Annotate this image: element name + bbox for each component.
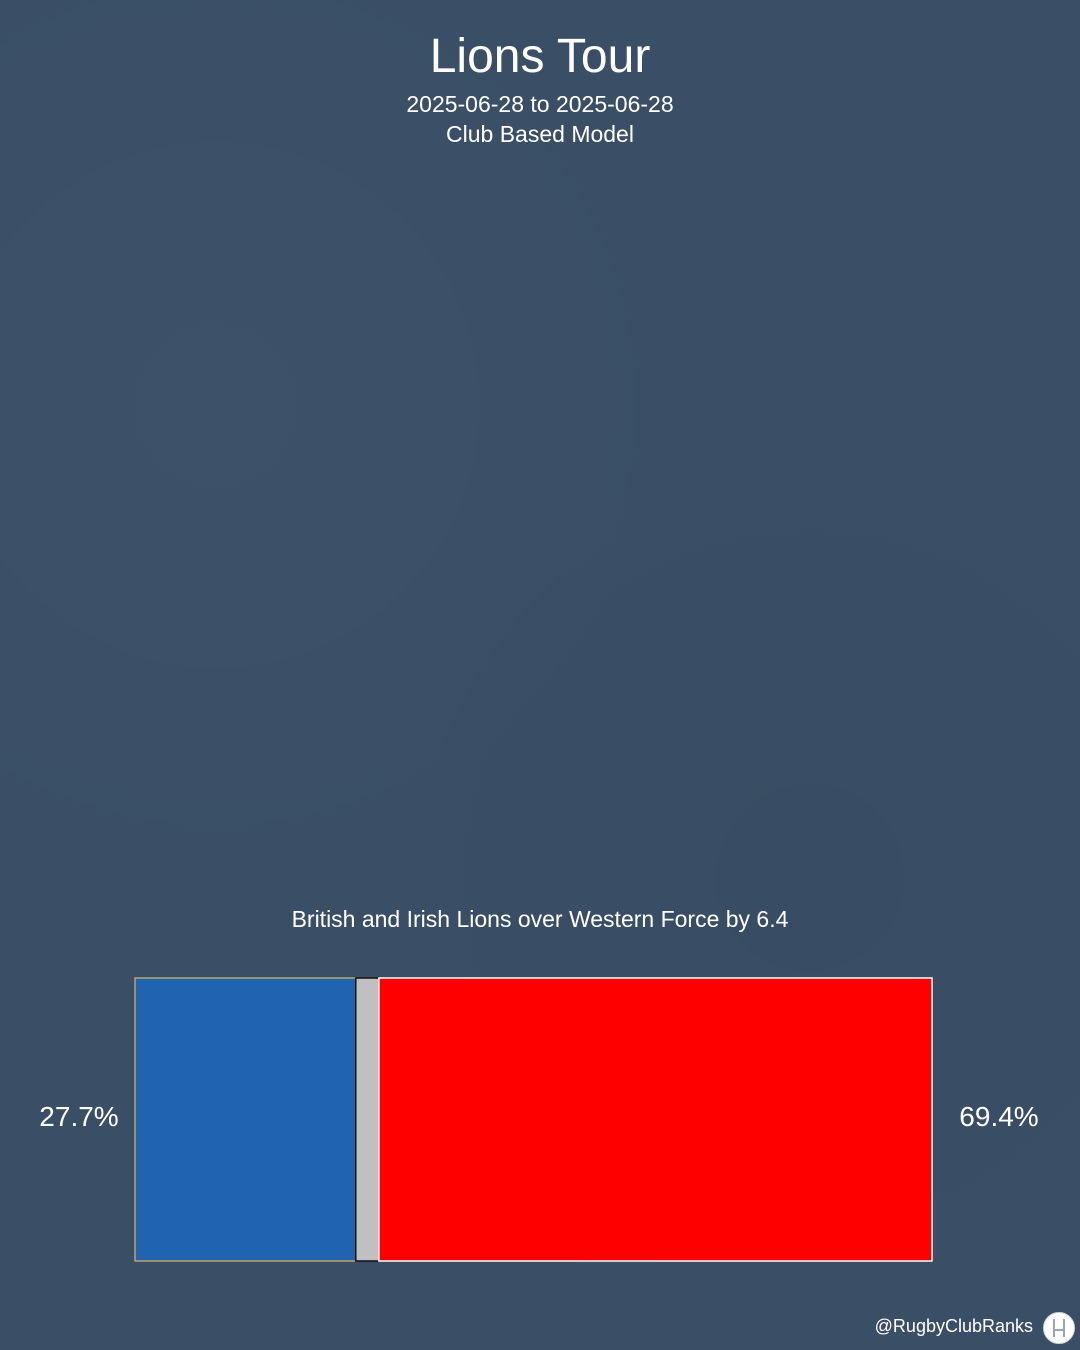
away-win-percent-label: 69.4% — [959, 1101, 1039, 1132]
chart-date-range: 2025-06-28 to 2025-06-28 — [406, 91, 674, 117]
bar-segment-draw — [355, 977, 380, 1262]
home-win-percent-label: 27.7% — [39, 1101, 119, 1132]
chart-model-name: Club Based Model — [446, 121, 634, 147]
rugby-posts-icon — [1043, 1312, 1075, 1344]
bar-segment-away-win — [378, 977, 933, 1262]
chart-title: Lions Tour — [429, 30, 651, 83]
credit-handle: @RugbyClubRanks — [874, 1316, 1033, 1336]
bar-segment-home-win — [134, 977, 357, 1262]
match-prediction-label: British and Irish Lions over Western For… — [291, 906, 789, 932]
